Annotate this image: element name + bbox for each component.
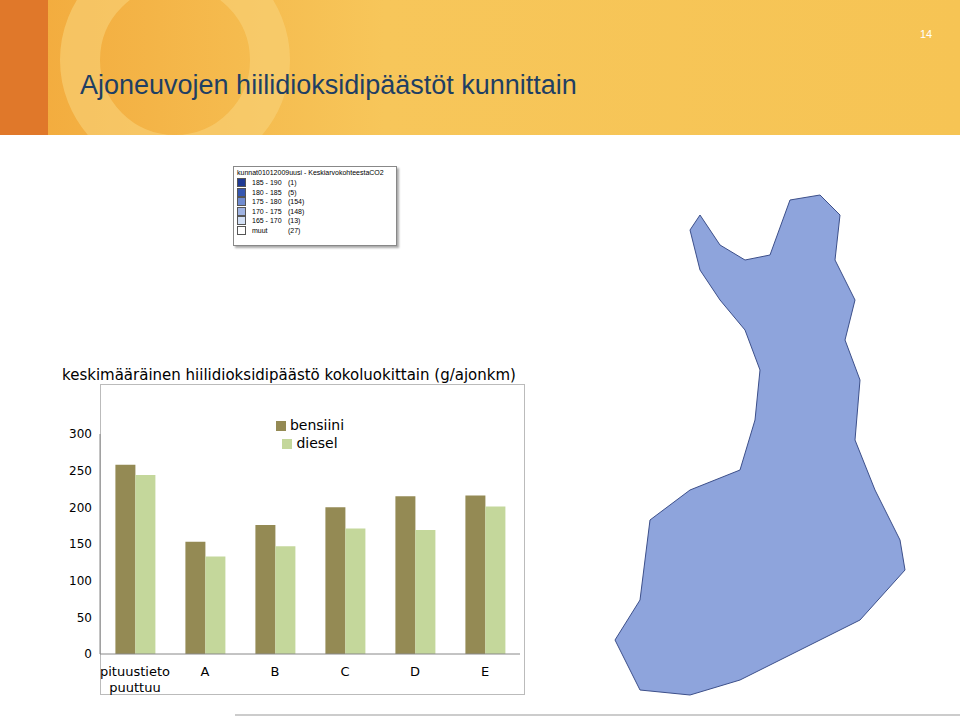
html-text:165 - 170: 165 - 170 <box>252 217 282 225</box>
html-text:bensiini: bensiini <box>289 417 345 433</box>
html-text:185 - 190: 185 - 190 <box>252 179 282 187</box>
html-text:kunnat01012009uusi - Keskiarvo: kunnat01012009uusi - KeskiarvokohteestaC… <box>237 169 384 176</box>
svg-text:200: 200 <box>69 501 92 515</box>
html-text:(154): (154) <box>288 198 305 206</box>
html-text:170 - 175: 170 - 175 <box>252 207 282 215</box>
html-text:180 - 185: 180 - 185 <box>252 188 282 196</box>
html-text:diesel: diesel <box>296 435 338 451</box>
html-text:(27): (27) <box>288 226 301 234</box>
svg-text:50: 50 <box>77 611 92 625</box>
svg-text:0: 0 <box>84 647 92 661</box>
svg-text:C: C <box>340 664 349 679</box>
svg-text:pituustietopuuttuu: pituustietopuuttuu <box>100 664 170 695</box>
svg-text:300: 300 <box>69 427 92 441</box>
svg-text:A: A <box>201 664 210 679</box>
html-text:(1): (1) <box>288 179 297 187</box>
html-text:(148): (148) <box>288 207 305 215</box>
html-text:(13): (13) <box>288 217 301 225</box>
html-text:keskimääräinen hiilidioksidipä: keskimääräinen hiilidioksidipäästö kokol… <box>62 366 516 384</box>
svg-text:B: B <box>271 664 280 679</box>
html-text:175 - 180: 175 - 180 <box>252 198 282 206</box>
svg-text:250: 250 <box>69 464 92 478</box>
html-text:muut: muut <box>252 226 268 234</box>
svg-text:D: D <box>410 664 420 679</box>
html-text:Ajoneuvojen hiilidioksidipääst: Ajoneuvojen hiilidioksidipäästöt kunnitt… <box>80 70 577 100</box>
html-text:14: 14 <box>920 28 933 40</box>
svg-text:E: E <box>481 664 489 679</box>
svg-text:150: 150 <box>69 537 92 551</box>
svg-text:100: 100 <box>69 574 92 588</box>
html-text:(5): (5) <box>288 188 297 196</box>
